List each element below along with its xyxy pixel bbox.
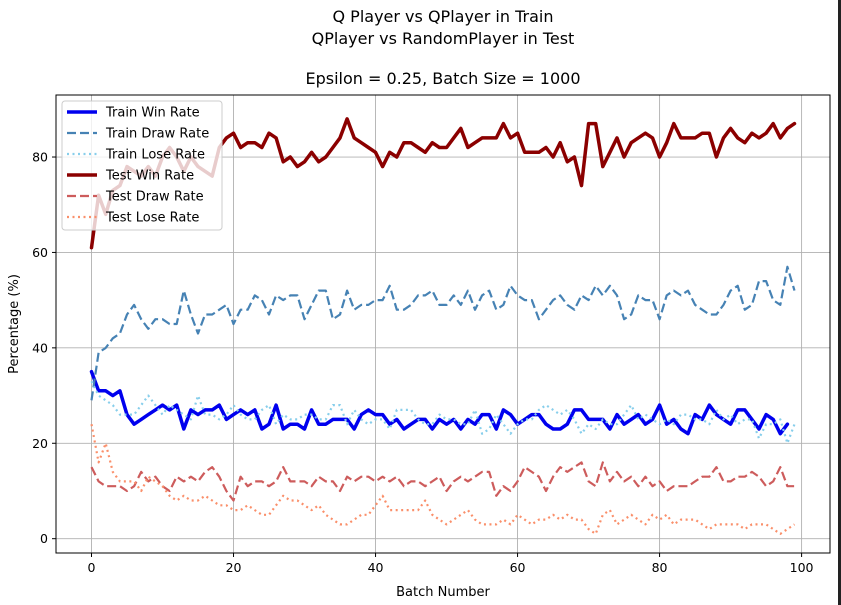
title-line-0: Q Player vs QPlayer in Train [333, 7, 554, 26]
x-axis-label: Batch Number [396, 585, 490, 600]
legend-label: Test Win Rate [105, 169, 194, 184]
y-tick-label: 80 [32, 150, 48, 165]
y-tick-label: 0 [40, 531, 48, 546]
legend-label: Test Draw Rate [105, 190, 204, 205]
x-tick-label: 20 [226, 560, 242, 575]
y-tick-label: 40 [32, 340, 48, 355]
title-line-3: Epsilon = 0.25, Batch Size = 1000 [305, 69, 580, 88]
legend-label: Train Draw Rate [105, 127, 209, 142]
plot-frame [55, 94, 831, 554]
legend-label: Train Lose Rate [105, 148, 205, 163]
y-tick-label: 60 [32, 245, 48, 260]
title-line-1: QPlayer vs RandomPlayer in Test [312, 29, 575, 48]
series-line-train-draw-rate [90, 265, 796, 401]
series-line-train-win-rate [89, 369, 790, 436]
series-line-test-lose-rate [90, 423, 796, 536]
y-axis-label: Percentage (%) [7, 274, 22, 374]
legend-label: Train Win Rate [105, 106, 200, 121]
x-tick-label: 100 [790, 560, 814, 575]
x-tick-label: 60 [510, 560, 526, 575]
window-edge [838, 0, 841, 605]
axis-ticks: 0 20 40 60 80 100 0 20 40 60 80 [32, 150, 813, 575]
legend: Train Win Rate Train Draw Rate Train Lose … [61, 100, 223, 231]
series-line-train-lose-rate [90, 380, 796, 445]
legend-box [61, 100, 223, 231]
legend-label: Test Lose Rate [105, 211, 199, 226]
x-tick-label: 80 [652, 560, 668, 575]
x-tick-label: 0 [88, 560, 96, 575]
series-line-test-draw-rate [90, 461, 795, 502]
y-tick-label: 20 [32, 436, 48, 451]
chart-title: Q Player vs QPlayer in Train QPlayer vs R… [305, 7, 580, 88]
x-tick-label: 40 [368, 560, 384, 575]
